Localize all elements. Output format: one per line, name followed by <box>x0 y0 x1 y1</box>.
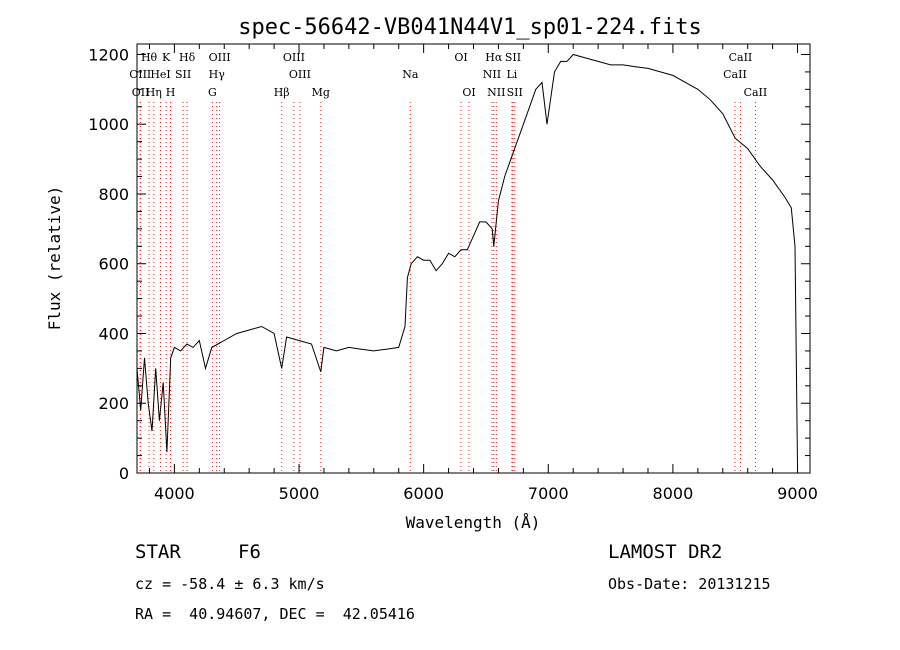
x-axis-label: Wavelength (Å) <box>406 513 541 532</box>
y-tick-label: 0 <box>119 464 129 483</box>
line-marker-label: Hθ <box>141 51 158 64</box>
y-tick-label: 800 <box>98 185 129 204</box>
line-marker-label: HeI <box>150 68 170 81</box>
survey-name: LAMOST DR2 <box>608 541 723 563</box>
line-marker-label: SII <box>507 86 523 99</box>
y-axis-label: Flux (relative) <box>45 186 64 331</box>
line-marker-label: OI <box>454 51 467 64</box>
line-marker-label: OIII <box>289 68 311 81</box>
spectrum-line <box>136 53 798 467</box>
redshift-cz: cz = -58.4 ± 6.3 km/s <box>135 575 325 593</box>
line-marker-label: SII <box>175 68 191 81</box>
sky-coordinates: RA = 40.94607, DEC = 42.05416 <box>135 605 415 623</box>
axis-ticks: 4000 5000 6000 7000 8000 9000 0 200 400 600 800 100… <box>88 44 818 503</box>
line-marker-label: Hβ <box>274 86 290 99</box>
chart-title: spec-56642-VB041N44V1_sp01-224.fits <box>238 15 702 40</box>
line-marker-label: Mg <box>312 86 330 99</box>
y-tick-label: 400 <box>98 324 129 343</box>
spectral-subclass: F6 <box>238 541 261 563</box>
line-marker-label: Na <box>402 68 419 81</box>
x-tick-label: 8000 <box>653 484 694 503</box>
line-marker-label: K <box>162 51 171 64</box>
line-marker-label: G <box>208 86 217 99</box>
line-marker-label: OII <box>132 86 150 99</box>
y-tick-label: 1200 <box>88 45 129 64</box>
line-marker-label: CaII <box>729 51 753 64</box>
line-marker-label: OIII <box>283 51 305 64</box>
line-marker-label: NII <box>487 86 505 99</box>
x-tick-label: 7000 <box>528 484 569 503</box>
line-marker-label: OIII <box>129 68 151 81</box>
x-tick-label: 9000 <box>777 484 818 503</box>
x-tick-label: 5000 <box>279 484 320 503</box>
x-tick-label: 6000 <box>403 484 444 503</box>
x-tick-label: 4000 <box>154 484 195 503</box>
y-tick-label: 200 <box>98 394 129 413</box>
y-tick-label: 600 <box>98 255 129 274</box>
observation-date: Obs-Date: 20131215 <box>608 575 771 593</box>
line-marker-label: Li <box>506 68 517 81</box>
line-marker-label: Hδ <box>179 51 196 64</box>
line-marker-label: OIII <box>209 51 231 64</box>
line-marker-label: Hγ <box>209 68 226 81</box>
line-marker-label: Hη <box>146 86 162 99</box>
plot-frame <box>136 43 811 474</box>
line-marker-label: CaII <box>723 68 747 81</box>
line-marker-label: OI <box>462 86 475 99</box>
line-marker-label: H <box>166 86 176 99</box>
line-marker-label: Hα <box>485 51 503 64</box>
line-marker-label: CaII <box>744 86 768 99</box>
line-marker-label: SII <box>505 51 521 64</box>
object-type: STAR <box>135 541 181 563</box>
y-tick-label: 1000 <box>88 115 129 134</box>
line-marker-label: NII <box>483 68 501 81</box>
